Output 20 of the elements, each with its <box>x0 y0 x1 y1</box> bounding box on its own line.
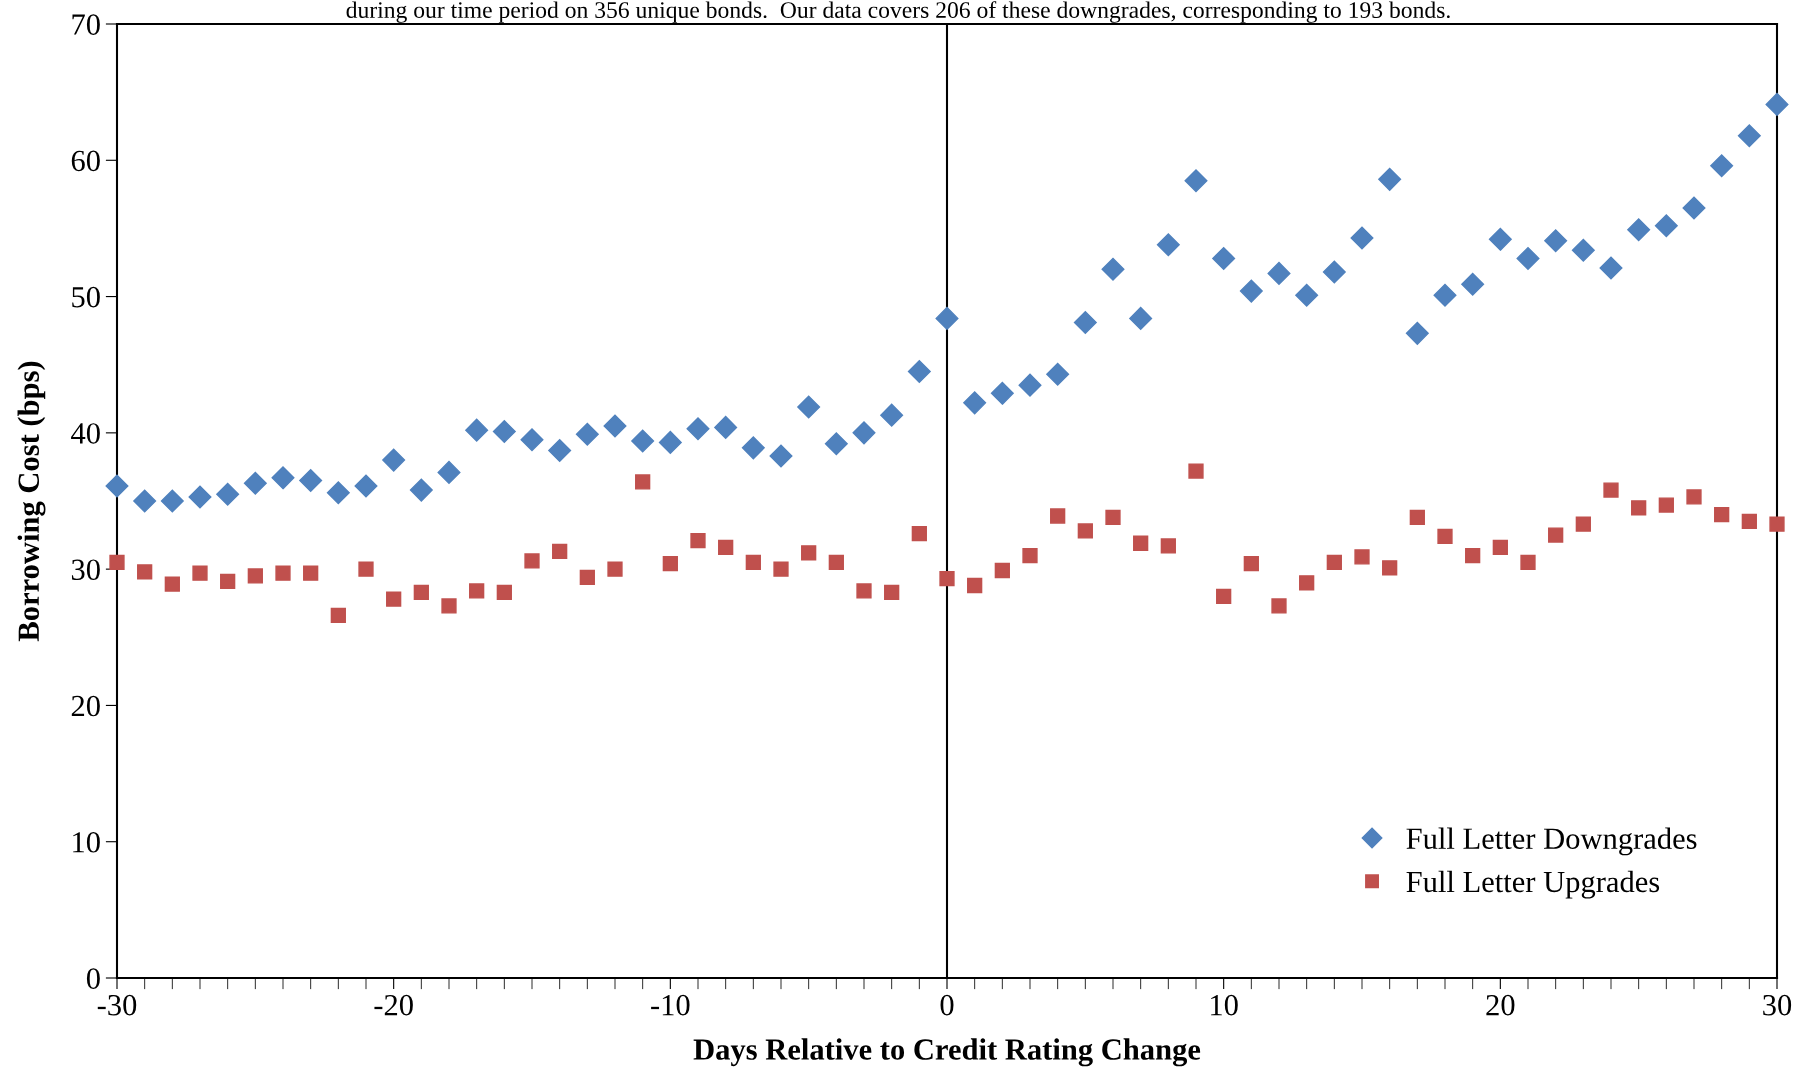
x-tick-label: 10 <box>1211 994 1238 1016</box>
x-tick-label: -10 <box>651 994 690 1016</box>
y-tick-label: 40 <box>71 423 100 444</box>
y-axis-title: Borrowing Cost (bps) <box>17 361 46 642</box>
y-tick-label: 0 <box>86 968 100 989</box>
x-tick-label: 20 <box>1486 994 1515 1016</box>
y-tick-label: 10 <box>73 832 100 853</box>
text: during our time period on 356 unique bonds. Our data covers 206 of these downgrades, corresponding to 193 bonds. <box>346 1 1450 23</box>
x-tick-label: -30 <box>97 994 137 1016</box>
y-tick-label: 50 <box>72 286 100 308</box>
legend-label: Full Letter Downgrades <box>1406 827 1697 856</box>
y-tick-label: 30 <box>71 559 100 581</box>
x-axis-title: Days Relative to Credit Rating Change <box>693 1038 1201 1067</box>
x-tick-label: -20 <box>374 994 413 1016</box>
x-tick-label: 30 <box>1763 994 1792 1016</box>
y-tick-label: 70 <box>72 14 100 35</box>
y-tick-label: 60 <box>71 150 100 172</box>
x-tick-label: 0 <box>940 994 954 1016</box>
y-tick-label: 20 <box>71 695 100 717</box>
legend-label: Full Letter Upgrades <box>1406 870 1660 899</box>
